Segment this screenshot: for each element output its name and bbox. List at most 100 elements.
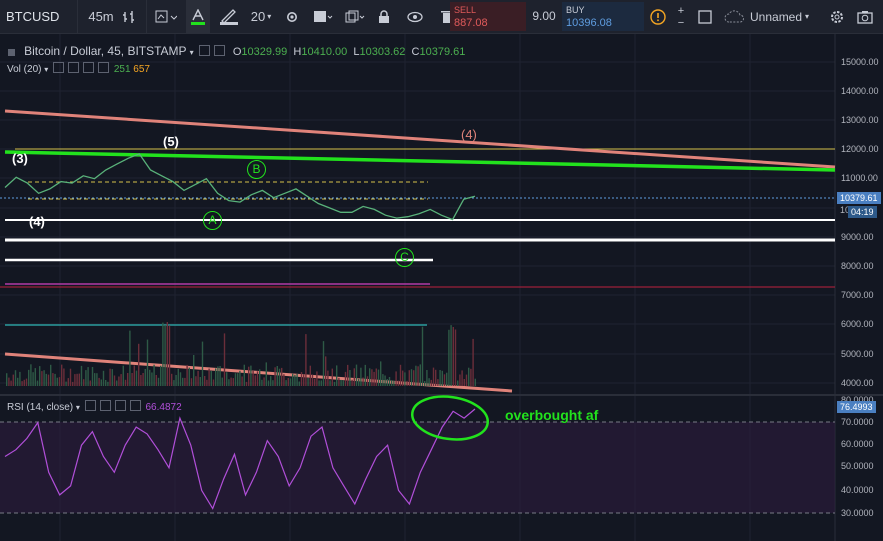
rsi-eye-icon[interactable] xyxy=(84,400,96,411)
volume-bar xyxy=(355,364,358,386)
rsi-tick: 80.0000 xyxy=(841,395,874,405)
indicators-icon[interactable] xyxy=(150,0,182,33)
volume-bar xyxy=(30,364,32,386)
interval-button[interactable]: 45m xyxy=(86,0,116,33)
volume-bar xyxy=(402,370,404,386)
sell-button[interactable]: SELL 887.08 xyxy=(450,2,526,31)
volume-bar xyxy=(100,379,102,386)
vol-settings-icon[interactable] xyxy=(68,62,80,73)
volume-bar xyxy=(72,381,74,386)
volume-bar xyxy=(131,373,133,386)
vol-add-icon[interactable] xyxy=(83,62,95,73)
volume-bar xyxy=(80,365,83,386)
buy-label: BUY xyxy=(566,5,585,15)
volume-bar xyxy=(307,377,309,386)
volume-bar xyxy=(155,375,157,386)
wave-4-left-label[interactable]: (4) xyxy=(29,214,45,229)
price-tick: 8000.00 xyxy=(841,261,874,271)
countdown-tag: 04:19 xyxy=(848,206,877,218)
volume-bar xyxy=(336,365,338,386)
volume-bar xyxy=(333,381,336,386)
zoom-controls[interactable]: + − xyxy=(672,0,690,33)
volume-bar xyxy=(454,329,457,386)
volume-bar xyxy=(69,368,72,386)
vol-eye-icon[interactable] xyxy=(53,62,65,73)
sell-price: 887.08 xyxy=(454,17,488,29)
volume-bar xyxy=(270,376,272,386)
wave-3-label[interactable]: (3) xyxy=(12,151,28,166)
volume-bar xyxy=(50,364,52,386)
wave-c-label[interactable]: C xyxy=(395,248,414,267)
rsi-add-icon[interactable] xyxy=(114,400,126,411)
rsi-close-icon[interactable] xyxy=(129,400,141,411)
volume-bar xyxy=(452,327,454,386)
volume-bar xyxy=(441,370,443,386)
legend-eye-icon[interactable] xyxy=(198,45,210,56)
chart-canvas[interactable]: Bitcoin / Dollar, 45, BITSTAMP ▾ O10329.… xyxy=(0,34,883,541)
clone-icon[interactable] xyxy=(340,0,370,33)
volume-bar xyxy=(14,370,17,386)
volume-bar xyxy=(21,381,23,386)
settings-gear-icon[interactable] xyxy=(280,0,304,33)
volume-bar xyxy=(41,371,43,386)
buy-button[interactable]: BUY 10396.08 xyxy=(562,2,644,31)
volume-bar xyxy=(241,376,243,386)
legend-settings-icon[interactable] xyxy=(213,45,225,56)
camera-icon[interactable] xyxy=(854,0,876,33)
volume-bar xyxy=(162,322,164,386)
template-icon[interactable] xyxy=(308,0,338,33)
volume-bar xyxy=(171,373,173,386)
volume-bar xyxy=(166,322,168,386)
eye-icon[interactable] xyxy=(402,0,428,33)
layout-name-button[interactable]: Unnamed ▾ xyxy=(724,0,824,33)
volume-bar xyxy=(67,378,69,386)
alert-icon[interactable] xyxy=(646,0,670,33)
minus-icon[interactable]: − xyxy=(677,16,685,29)
wave-5-label[interactable]: (5) xyxy=(163,134,179,149)
volume-bar xyxy=(468,367,470,386)
volume-bar xyxy=(74,374,76,386)
price-series xyxy=(4,153,476,221)
volume-bar xyxy=(140,375,142,386)
wave-b-label[interactable]: B xyxy=(247,160,266,179)
main-legend: Bitcoin / Dollar, 45, BITSTAMP ▾ O10329.… xyxy=(6,44,465,58)
bar-style-icon[interactable] xyxy=(118,0,142,33)
volume-bars xyxy=(6,322,476,386)
volume-bar xyxy=(382,374,384,386)
symbol-search[interactable]: BTCUSD xyxy=(6,0,76,33)
line-color-icon[interactable] xyxy=(214,0,244,33)
volume-bar xyxy=(54,373,56,386)
plus-icon[interactable]: + xyxy=(677,4,685,17)
wave-a-label[interactable]: A xyxy=(203,211,222,230)
volume-bar xyxy=(386,379,388,386)
fullscreen-icon[interactable] xyxy=(694,0,716,33)
volume-bar xyxy=(58,377,61,386)
vol-close-icon[interactable] xyxy=(98,62,110,73)
volume-bar xyxy=(120,374,122,386)
volume-bar xyxy=(437,379,439,386)
volume-bar xyxy=(19,371,21,386)
volume-bar xyxy=(292,373,294,386)
volume-bar xyxy=(190,378,193,386)
volume-bar xyxy=(129,330,131,386)
volume-bar xyxy=(201,341,204,386)
volume-bar xyxy=(358,378,360,386)
overbought-note[interactable]: overbought af xyxy=(505,407,599,423)
volume-bar xyxy=(289,378,292,386)
text-color-icon[interactable] xyxy=(186,0,210,33)
rsi-settings-icon[interactable] xyxy=(99,400,111,411)
line-width-button[interactable]: 20 ▾ xyxy=(250,9,272,24)
volume-bar xyxy=(87,367,89,386)
layout-name: Unnamed xyxy=(750,9,803,24)
trash-icon[interactable] xyxy=(434,0,460,33)
volume-bar xyxy=(393,380,395,386)
open-value: 10329.99 xyxy=(241,46,288,58)
volume-bar xyxy=(217,366,219,386)
rsi-band-fill xyxy=(0,422,835,513)
volume-bar xyxy=(96,373,98,386)
lock-icon[interactable] xyxy=(372,0,396,33)
volume-bar xyxy=(316,371,318,386)
spread-value: 9.00 xyxy=(526,2,562,31)
wave-4-right-label[interactable]: (4) xyxy=(461,127,477,142)
chart-settings-icon[interactable] xyxy=(826,0,848,33)
